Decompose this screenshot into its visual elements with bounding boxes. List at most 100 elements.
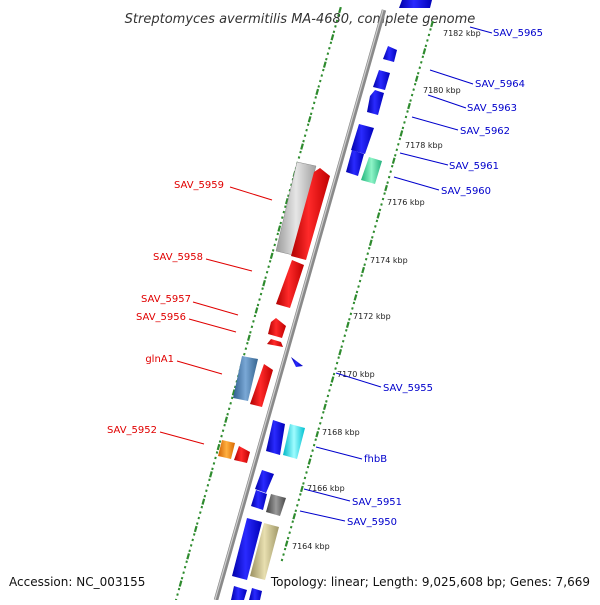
scale-label: 7182 kbp xyxy=(443,29,481,38)
gene-sav5951[interactable] xyxy=(255,470,274,493)
minor-tick xyxy=(328,46,331,50)
gene-sav5963[interactable] xyxy=(367,90,384,115)
label-sav5964[interactable]: SAV_5964 xyxy=(475,79,525,90)
label-sav5957[interactable]: SAV_5957 xyxy=(141,294,191,305)
label-sav5952[interactable]: SAV_5952 xyxy=(107,425,157,436)
minor-tick xyxy=(386,181,389,184)
gene-sav5952-orange[interactable] xyxy=(218,440,235,459)
minor-tick xyxy=(403,121,406,124)
major-tick xyxy=(292,513,297,520)
gene-sav5955[interactable] xyxy=(291,357,303,367)
major-tick xyxy=(284,198,289,205)
gene-glna1-steel[interactable] xyxy=(233,356,258,401)
gene-sav5957[interactable] xyxy=(268,318,286,338)
minor-tick xyxy=(325,400,328,403)
minor-tick xyxy=(375,219,379,223)
gene-bottom-blue-2[interactable] xyxy=(249,588,262,600)
minor-tick xyxy=(420,60,423,64)
minor-tick xyxy=(322,68,325,72)
genome-stats-text: Topology: linear; Length: 9,025,608 bp; … xyxy=(270,575,590,589)
gene-sav5959[interactable] xyxy=(291,168,330,260)
label-sav5965[interactable]: SAV_5965 xyxy=(493,28,543,39)
label-sav5956[interactable]: SAV_5956 xyxy=(136,312,186,323)
minor-tick xyxy=(208,478,211,482)
minor-tick xyxy=(249,330,252,334)
gene-sav5952[interactable] xyxy=(234,446,250,463)
label-sav5951[interactable]: SAV_5951 xyxy=(352,497,402,508)
minor-tick xyxy=(404,115,408,119)
minor-tick xyxy=(332,30,336,34)
major-tick xyxy=(300,143,304,150)
label-glna1[interactable]: glnA1 xyxy=(145,354,174,365)
minor-tick xyxy=(319,421,322,425)
major-tick xyxy=(338,6,342,14)
minor-tick xyxy=(426,39,429,42)
gene-sav5950[interactable] xyxy=(266,494,286,516)
label-sav5959[interactable]: SAV_5959 xyxy=(174,180,224,191)
inner-dotted-track xyxy=(174,6,342,602)
gene-sav5950-b[interactable] xyxy=(232,518,262,580)
minor-tick xyxy=(297,156,301,159)
minor-tick xyxy=(413,82,417,86)
label-sav5950[interactable]: SAV_5950 xyxy=(347,517,397,528)
label-sav5960[interactable]: SAV_5960 xyxy=(441,186,491,197)
minor-tick xyxy=(282,553,285,556)
major-tick xyxy=(353,294,358,301)
minor-tick xyxy=(387,175,391,179)
major-tick xyxy=(224,416,228,423)
minor-tick xyxy=(337,356,340,359)
label-sav5961[interactable]: SAV_5961 xyxy=(449,161,499,172)
minor-tick xyxy=(337,14,340,17)
minor-tick xyxy=(294,509,298,513)
gene-khaki[interactable] xyxy=(250,523,279,580)
minor-tick xyxy=(250,325,254,329)
gene-fhbb[interactable] xyxy=(283,424,305,459)
major-tick xyxy=(193,525,198,533)
gene-bottom-blue[interactable] xyxy=(231,586,247,600)
map-title: Streptomyces avermitilis MA-4680, comple… xyxy=(125,12,476,27)
label-sav5963[interactable]: SAV_5963 xyxy=(467,103,517,114)
minor-tick xyxy=(291,520,294,524)
minor-tick xyxy=(191,538,194,542)
minor-tick xyxy=(212,462,216,465)
label-sav5962[interactable]: SAV_5962 xyxy=(460,126,510,137)
minor-tick xyxy=(358,279,362,283)
minor-tick xyxy=(343,334,347,338)
gene-sav5958[interactable] xyxy=(276,260,304,308)
major-tick xyxy=(414,75,419,82)
minor-tick xyxy=(176,593,179,596)
gene-sav5960[interactable] xyxy=(361,157,382,184)
minor-tick xyxy=(320,416,324,420)
gene-sav5964[interactable] xyxy=(373,70,390,90)
gene-glna1[interactable] xyxy=(250,364,273,407)
minor-tick xyxy=(326,394,330,398)
minor-tick xyxy=(200,505,204,509)
gene-sav5965[interactable] xyxy=(399,0,432,8)
gene-sav5956[interactable] xyxy=(267,339,283,347)
minor-tick xyxy=(311,449,314,452)
gene-sav5965-b[interactable] xyxy=(383,46,397,62)
major-tick xyxy=(284,540,289,547)
scale-label: 7176 kbp xyxy=(387,198,425,207)
label-sav5955[interactable]: SAV_5955 xyxy=(383,383,433,394)
minor-tick xyxy=(317,85,321,88)
label-fhbb[interactable]: fhbB xyxy=(364,454,387,465)
minor-tick xyxy=(180,576,184,580)
major-tick xyxy=(322,61,327,68)
minor-tick xyxy=(188,549,191,553)
minor-tick xyxy=(381,197,385,201)
gene-sav5962[interactable] xyxy=(351,124,374,154)
major-tick xyxy=(269,252,274,260)
major-tick xyxy=(422,48,427,55)
minor-tick xyxy=(325,57,328,61)
label-sav5958[interactable]: SAV_5958 xyxy=(153,252,203,263)
minor-tick xyxy=(334,367,337,370)
major-tick xyxy=(178,580,183,587)
scale-label: 7168 kbp xyxy=(322,428,360,437)
major-tick xyxy=(254,307,259,314)
minor-tick xyxy=(305,128,308,132)
gene-sav5961[interactable] xyxy=(346,150,364,176)
minor-tick xyxy=(289,525,293,529)
gene-sav5951-b[interactable] xyxy=(251,490,267,510)
gene-fhbb-blue[interactable] xyxy=(266,420,285,455)
